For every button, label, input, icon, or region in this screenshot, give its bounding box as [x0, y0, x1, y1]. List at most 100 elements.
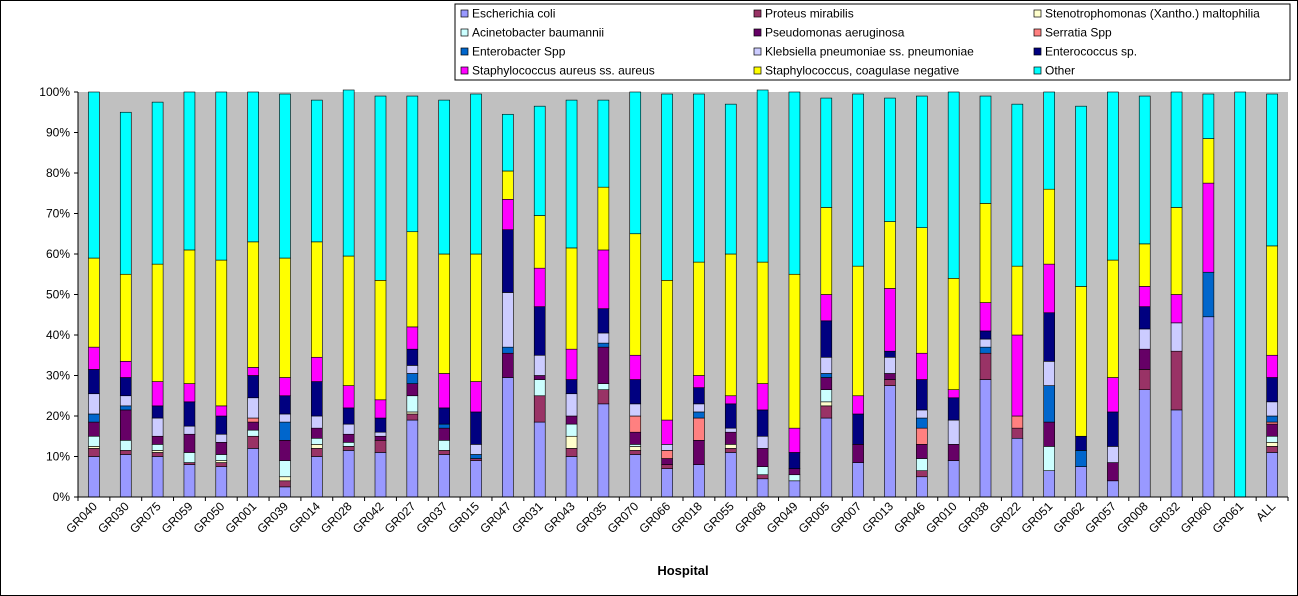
bar-segment-gr027-series-11 [406, 95, 419, 233]
plot-area [78, 92, 1288, 497]
bar-segment-gr049-series-11 [788, 91, 801, 275]
bar-segment-gr038-series-7 [979, 338, 992, 348]
bar-segment-gr032-series-0 [1170, 409, 1183, 498]
bar-segment-gr027-series-8 [406, 348, 419, 366]
legend-swatch [753, 47, 762, 56]
bar-segment-gr015-series-10 [470, 253, 482, 382]
bar-segment-gr066-series-4 [661, 458, 673, 465]
bar-segment-gr013-series-8 [884, 350, 896, 358]
bar-segment-gr070-series-3 [629, 444, 642, 447]
bar-segment-gr046-series-10 [916, 227, 928, 354]
bar-segment-gr035-series-6 [597, 342, 610, 348]
bar-segment-gr043-series-1 [565, 448, 578, 457]
bar-segment-gr047-series-9 [502, 199, 514, 231]
bar-segment-gr030-series-4 [119, 409, 132, 441]
bar-segment-gr042-series-0 [374, 452, 387, 498]
bar-segment-gr066-series-5 [661, 450, 673, 459]
bar-segment-gr049-series-10 [788, 273, 801, 429]
bar-segment-gr007-series-0 [852, 462, 864, 498]
bar-segment-gr060-series-9 [1202, 182, 1215, 273]
bar-segment-gr018-series-11 [693, 93, 705, 263]
y-tick-label: 30% [46, 369, 70, 383]
bar-segment-gr005-series-9 [820, 294, 833, 322]
legend: Escherichia coli Proteus mirabilis Stenotr… [454, 3, 1291, 81]
bar-segment-gr014-series-7 [311, 415, 323, 429]
bar-segment-gr055-series-10 [724, 253, 737, 397]
bar-segment-gr075-series-9 [151, 381, 164, 407]
bar-segment-gr018-series-4 [693, 439, 705, 465]
bar-segment-gr062-series-8 [1075, 435, 1087, 451]
bar-segment-gr001-series-7 [247, 397, 259, 419]
bar-segment-gr035-series-9 [597, 249, 610, 309]
bar-segment-gr075-series-1 [151, 452, 164, 457]
bar-segment-gr007-series-9 [852, 395, 864, 415]
bar-segment-gr039-series-3 [279, 460, 291, 478]
bar-segment-gr028-series-11 [342, 89, 355, 257]
y-tick-label: 70% [46, 207, 70, 221]
bar-segment-gr015-series-6 [470, 454, 482, 459]
bar-segment-gr031-series-7 [533, 354, 546, 376]
bar-segment-gr037-series-1 [438, 450, 450, 455]
bar-segment-gr070-series-7 [629, 403, 642, 417]
bar-segment-gr032-series-7 [1170, 322, 1183, 352]
y-tick-label: 90% [46, 126, 70, 140]
bar-segment-gr046-series-7 [916, 409, 928, 419]
bar-segment-gr022-series-0 [1011, 437, 1024, 498]
bar-segment-gr008-series-10 [1138, 243, 1151, 287]
x-axis-title: Hospital [657, 563, 708, 578]
bar-segment-gr042-series-4 [374, 435, 387, 441]
bar-segment-gr042-series-8 [374, 417, 387, 433]
bar-segment-gr039-series-10 [279, 257, 291, 378]
bar-segment-gr050-series-3 [215, 454, 228, 461]
bar-segment-gr001-series-0 [247, 448, 259, 498]
bar-segment-gr030-series-8 [119, 377, 132, 397]
bar-segment-gr075-series-0 [151, 456, 164, 498]
bar-segment-gr031-series-0 [533, 421, 546, 498]
bar-segment-gr042-series-1 [374, 439, 387, 453]
bar-segment-gr030-series-9 [119, 361, 132, 378]
bar-segment-gr039-series-8 [279, 395, 291, 415]
bar-segment-gr060-series-11 [1202, 93, 1215, 139]
bar-segment-gr040-series-8 [88, 369, 100, 395]
bar-segment-gr039-series-1 [279, 480, 291, 488]
bar-segment-gr047-series-6 [502, 346, 514, 354]
bar-segment-gr035-series-3 [597, 383, 610, 390]
bar-segment-gr031-series-8 [533, 306, 546, 356]
bar-segment-gr070-series-2 [629, 446, 642, 451]
bar-segment-gr027-series-1 [406, 413, 419, 421]
bar-segment-gr005-series-7 [820, 356, 833, 374]
bar-segment-gr066-series-7 [661, 444, 673, 451]
y-tick-label: 60% [46, 247, 70, 261]
bar-segment-gr047-series-8 [502, 229, 514, 293]
bar-segment-gr001-series-10 [247, 241, 259, 368]
legend-label: Other [1045, 64, 1075, 78]
bar-segment-gr014-series-11 [311, 99, 323, 243]
bar-segment-all-series-1 [1266, 446, 1278, 453]
bar-segment-gr018-series-7 [693, 403, 705, 413]
bar-segment-gr057-series-8 [1107, 411, 1119, 447]
bar-segment-gr051-series-8 [1043, 312, 1055, 362]
bar-segment-gr030-series-3 [119, 439, 132, 451]
bar-segment-gr027-series-2 [406, 411, 419, 415]
bar-segment-gr015-series-11 [470, 93, 482, 255]
bar-segment-gr061-series-11 [1234, 91, 1247, 498]
bar-segment-gr014-series-3 [311, 437, 323, 445]
bar-segment-gr015-series-7 [470, 444, 482, 455]
bar-segment-gr035-series-8 [597, 308, 610, 334]
bar-segment-gr027-series-4 [406, 383, 419, 397]
legend-label: Stenotrophomonas (Xantho.) maltophilia [1045, 7, 1260, 21]
bar-segment-all-series-5 [1266, 421, 1278, 425]
bar-segment-gr070-series-10 [629, 233, 642, 356]
bar-segment-gr047-series-7 [502, 292, 514, 348]
bar-segment-gr068-series-1 [756, 474, 769, 480]
bar-segment-gr062-series-6 [1075, 450, 1087, 467]
bar-segment-gr030-series-0 [119, 454, 132, 498]
y-tick-label: 100% [39, 85, 70, 99]
bar-segment-gr075-series-8 [151, 405, 164, 419]
bar-segment-gr010-series-0 [947, 460, 960, 498]
bar-segment-gr008-series-9 [1138, 286, 1151, 307]
bar-segment-gr050-series-1 [215, 462, 228, 467]
bar-segment-gr032-series-9 [1170, 294, 1183, 324]
bar-segment-all-series-3 [1266, 435, 1278, 443]
bar-segment-gr075-series-11 [151, 101, 164, 265]
